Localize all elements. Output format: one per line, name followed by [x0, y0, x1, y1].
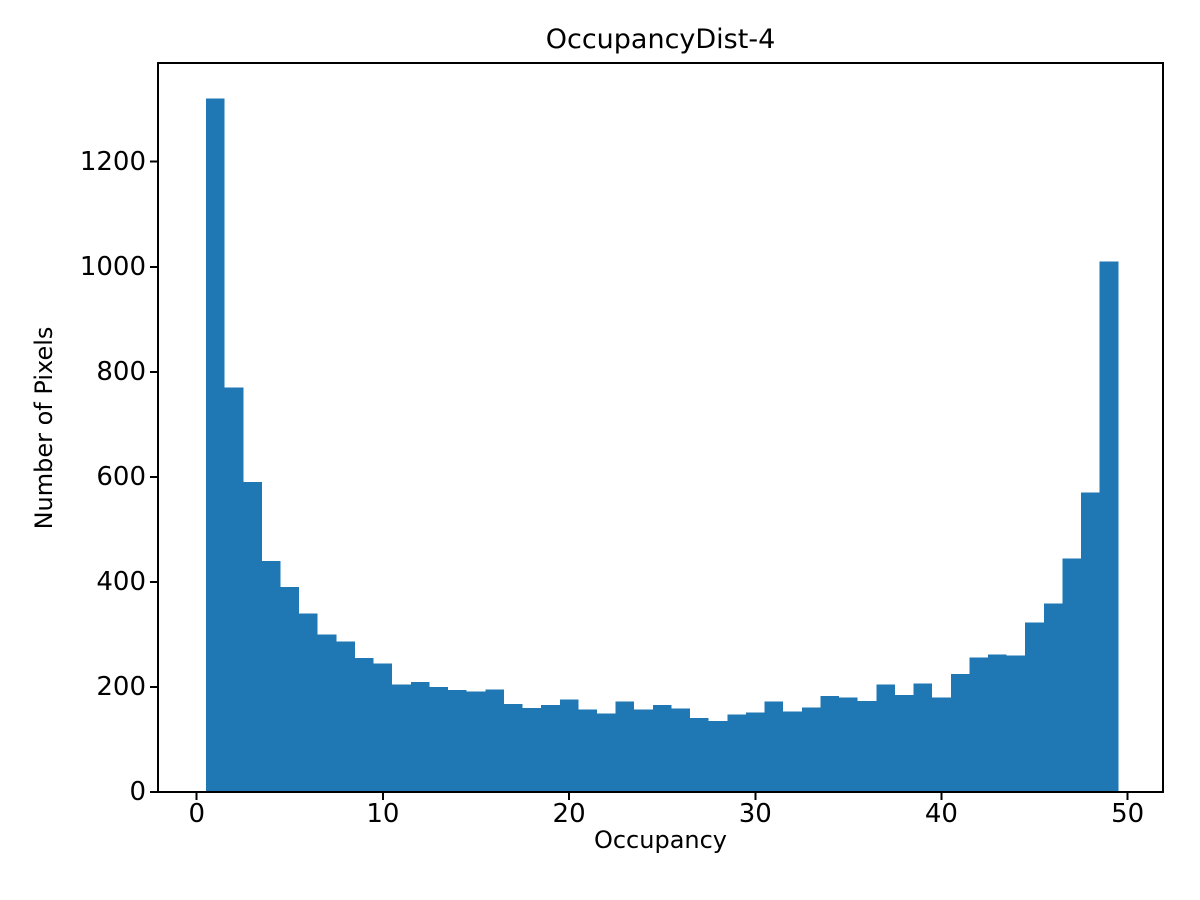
histogram-bar [987, 654, 1007, 792]
plot-area [150, 62, 1164, 800]
axes-spines [157, 62, 1164, 793]
histogram-bar [466, 691, 486, 792]
x-tick-label: 10 [366, 799, 400, 829]
histogram-bar [1025, 622, 1044, 792]
histogram-bar [876, 684, 895, 792]
histogram-bar [1099, 261, 1119, 792]
histogram-bar [392, 684, 411, 792]
histogram-bar [503, 703, 523, 792]
histogram-bar [597, 713, 616, 792]
chart-title: OccupancyDist-4 [545, 24, 776, 55]
x-tick-label: 20 [552, 799, 586, 829]
histogram-bar [317, 634, 337, 792]
histogram-bar [429, 686, 449, 792]
histogram-bar [857, 701, 877, 792]
histogram-bar [894, 694, 914, 792]
histogram-bar [522, 707, 542, 792]
histogram-bar [950, 673, 970, 792]
histogram-bar [634, 709, 653, 792]
y-tick-label: 1000 [79, 251, 146, 282]
histogram-bar [671, 708, 691, 792]
histogram-bar [820, 695, 840, 792]
histogram-bar [690, 717, 709, 792]
x-tick-label: 0 [188, 799, 205, 829]
y-tick-label: 800 [96, 356, 146, 387]
histogram-bar [1062, 558, 1082, 792]
histogram-bar [1043, 603, 1063, 792]
y-tick-label: 400 [96, 566, 146, 597]
y-tick-label: 1200 [79, 146, 146, 177]
histogram-bar [299, 613, 318, 792]
histogram-bar [280, 587, 300, 792]
x-tick-label: 50 [1111, 799, 1145, 829]
histogram-bar [745, 712, 765, 792]
histogram-bar [410, 682, 430, 792]
histogram-bar [354, 658, 374, 792]
histogram-bar [1081, 492, 1100, 792]
histogram-bar [206, 98, 225, 792]
histogram-bar [652, 704, 672, 792]
y-tick-label: 200 [96, 671, 146, 702]
histogram-bar [801, 707, 821, 792]
x-tick-label: 40 [924, 799, 958, 829]
x-axis-label: Occupancy [593, 826, 728, 854]
histogram-bar [373, 663, 393, 792]
histogram-bar [261, 560, 281, 792]
histogram-bar [485, 689, 504, 792]
histogram-bar [448, 690, 467, 792]
histogram-bar [727, 714, 746, 792]
y-tick-label: 0 [129, 777, 146, 807]
histogram-bar [578, 709, 598, 792]
histogram-bar [1006, 655, 1026, 792]
x-tick-label: 30 [738, 799, 772, 829]
histogram-bar [783, 711, 802, 792]
histogram-bar [839, 697, 858, 792]
histogram-bar [969, 657, 988, 792]
histogram-bar [913, 683, 933, 792]
y-tick-label: 600 [96, 461, 146, 492]
histogram-bar [336, 641, 355, 792]
histogram-bar [243, 482, 262, 792]
histogram-bar [708, 721, 728, 792]
histogram-bar [764, 701, 784, 792]
histogram-bar [615, 701, 635, 792]
histogram-bar [559, 699, 579, 792]
histogram-bar [541, 704, 560, 792]
histogram-bar [224, 387, 244, 792]
histogram-bar [932, 697, 951, 792]
